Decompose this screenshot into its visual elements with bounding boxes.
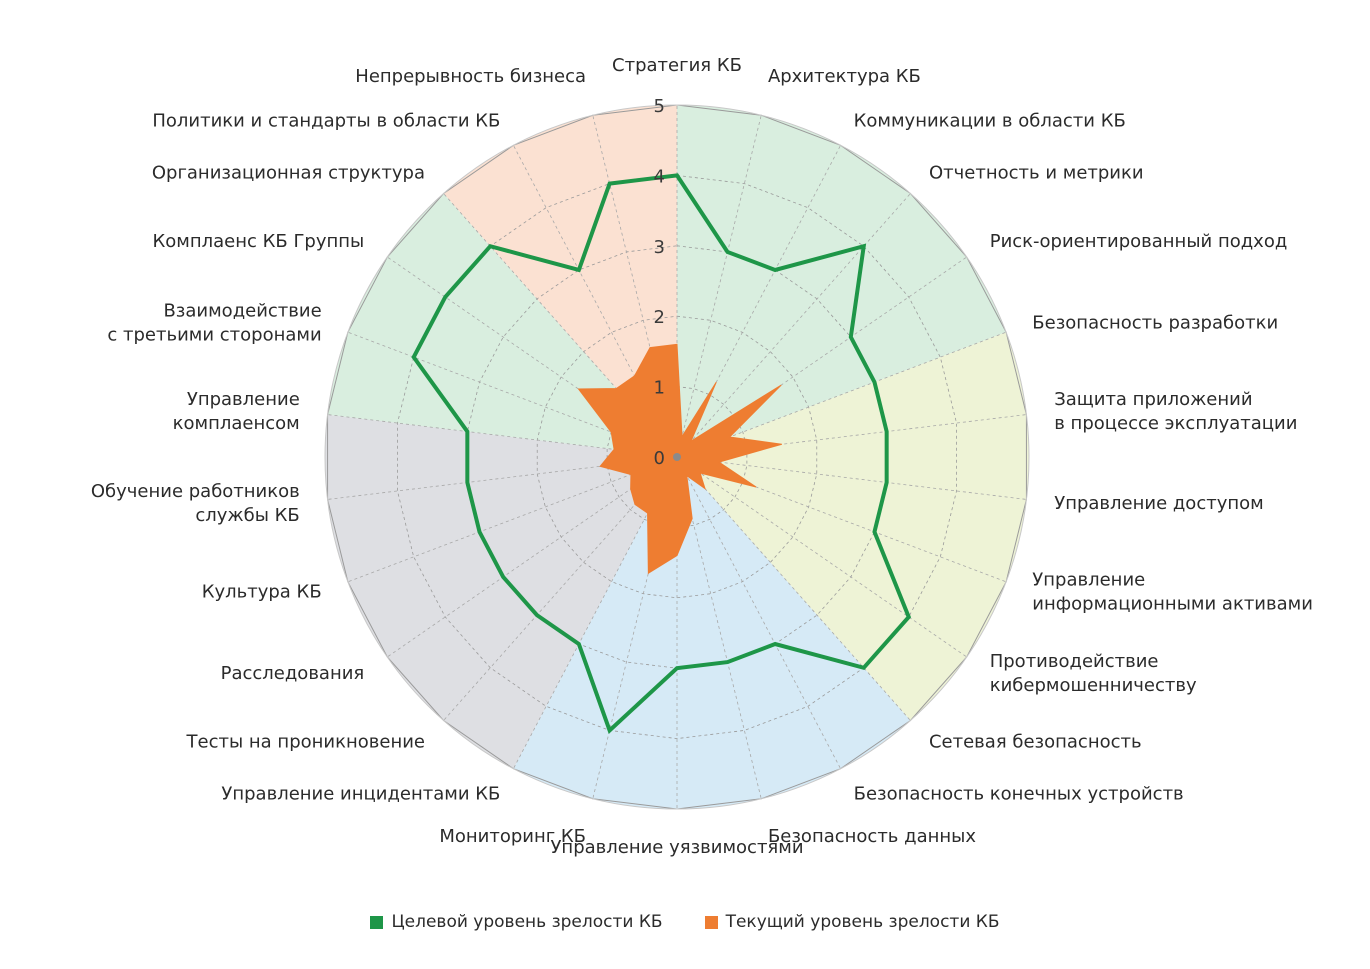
- category-label: Отчетность и метрики: [929, 163, 1144, 184]
- grid-spoke: [443, 456, 678, 721]
- tick-label: 3: [654, 237, 665, 258]
- grid-spoke: [676, 414, 1027, 458]
- grid-spoke: [513, 145, 678, 458]
- category-label: Управление инцидентами КБ: [221, 783, 500, 804]
- category-label: Непрерывность бизнеса: [355, 66, 586, 87]
- category-label: комплаенсом: [173, 413, 300, 434]
- category-label: Расследования: [221, 663, 365, 684]
- legend-swatch-current: [704, 915, 718, 929]
- series-target-line: [411, 173, 912, 734]
- category-label: Организационная структура: [152, 163, 425, 184]
- grid-spoke: [387, 456, 678, 658]
- grid-spoke: [347, 456, 678, 583]
- grid-spoke: [676, 456, 1007, 583]
- category-label: Тесты на проникновение: [186, 731, 425, 752]
- legend-item-current: Текущий уровень зрелости КБ: [704, 912, 1000, 932]
- grid-spoke: [676, 115, 762, 458]
- category-label: Коммуникации в области КБ: [854, 111, 1126, 132]
- legend-label-current: Текущий уровень зрелости КБ: [725, 912, 1000, 932]
- grid-spoke: [387, 256, 678, 458]
- radial-tick-labels: 0 1 2 3 4 5: [654, 96, 665, 469]
- grid-spoke: [676, 145, 841, 458]
- category-label: Управление доступом: [1054, 493, 1264, 514]
- tick-label: 0: [654, 448, 665, 469]
- category-label: Взаимодействие: [163, 300, 321, 321]
- category-label: Безопасность конечных устройств: [854, 783, 1184, 804]
- grid-spoke: [676, 256, 967, 458]
- sector-background: [677, 105, 1007, 457]
- grid-spoke: [592, 115, 678, 458]
- category-label: Архитектура КБ: [768, 66, 921, 87]
- category-label: Культура КБ: [202, 582, 322, 603]
- sector-background: [513, 457, 911, 809]
- category-label: с третьими сторонами: [107, 324, 321, 345]
- grid-spoke: [676, 456, 841, 769]
- category-label: информационными активами: [1032, 594, 1313, 615]
- grid-spoke: [443, 193, 678, 458]
- tick-label: 4: [654, 166, 665, 187]
- category-label: Управление: [1032, 570, 1145, 591]
- category-label: Мониторинг КБ: [439, 826, 586, 847]
- sector-background: [677, 332, 1029, 721]
- grid-spoke: [676, 331, 1007, 458]
- category-label: Управление: [187, 389, 300, 410]
- grid-spoke: [327, 414, 678, 458]
- legend-item-target: Целевой уровень зрелости КБ: [370, 912, 663, 932]
- category-label: в процессе эксплуатации: [1054, 413, 1297, 434]
- grid-spoke: [592, 456, 678, 799]
- category-label: Управление уязвимостями: [550, 837, 803, 858]
- category-label: кибермошенничеству: [990, 675, 1197, 696]
- tick-label: 5: [654, 96, 665, 117]
- tick-label: 2: [654, 307, 665, 328]
- category-label: Политики и стандарты в области КБ: [152, 111, 500, 132]
- category-label: Безопасность данных: [768, 826, 976, 847]
- category-labels: Стратегия КБ Архитектура КБ Коммуникации в…: [91, 55, 1313, 858]
- category-label: Защита приложений: [1054, 389, 1252, 410]
- grid-spoke: [676, 456, 1027, 500]
- center-point: [673, 453, 681, 461]
- series-layer: [411, 173, 912, 734]
- category-label: Противодействие: [990, 651, 1159, 672]
- category-label: службы КБ: [195, 505, 299, 526]
- outer-circle: [324, 104, 1030, 810]
- grid-spoke: [327, 456, 678, 500]
- category-label: Обучение работников: [91, 481, 300, 502]
- legend-label-target: Целевой уровень зрелости КБ: [391, 912, 663, 932]
- grid-spoke: [676, 193, 911, 458]
- grid-spoke: [347, 331, 678, 458]
- grid-spoke: [676, 456, 762, 799]
- radar-grid: [324, 104, 1030, 810]
- tick-label: 1: [654, 378, 665, 399]
- category-label: Стратегия КБ: [612, 55, 742, 76]
- category-label: Сетевая безопасность: [929, 731, 1142, 752]
- background-sectors: [324, 105, 1029, 809]
- category-label: Комплаенс КБ Группы: [152, 231, 364, 252]
- category-label: Безопасность разработки: [1032, 312, 1278, 333]
- sector-background: [324, 414, 677, 769]
- legend-swatch-target: [370, 915, 384, 929]
- grid-spoke: [676, 456, 967, 658]
- category-label: Риск-ориентированный подход: [990, 231, 1288, 252]
- chart-legend: Целевой уровень зрелости КБ Текущий уров…: [0, 912, 1370, 932]
- sector-background: [443, 105, 677, 457]
- grid-spoke: [676, 456, 911, 721]
- grid-spoke: [513, 456, 678, 769]
